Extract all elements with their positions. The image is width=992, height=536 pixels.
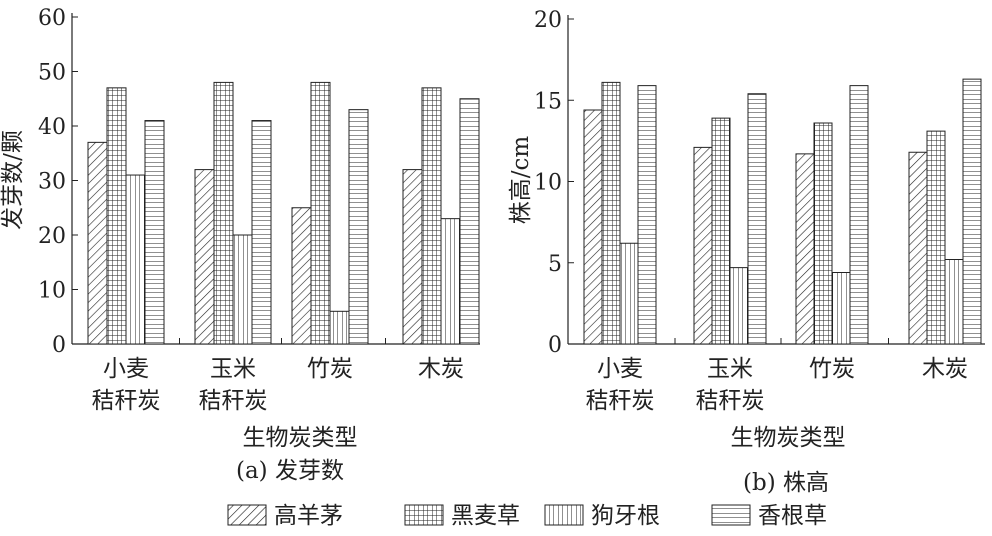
y-tick-label: 60 (38, 6, 66, 31)
bar-黑麦草 (711, 117, 731, 345)
y-tick-label: 50 (38, 61, 66, 86)
bar-黑麦草 (310, 81, 331, 345)
bar-高羊茅 (795, 153, 815, 345)
y-tick-label: 5 (548, 252, 562, 277)
bar-香根草 (251, 120, 272, 345)
bar-香根草 (459, 98, 480, 345)
bar-高羊茅 (291, 207, 312, 345)
y-tick-label: 40 (38, 115, 66, 140)
x-tick-label: 竹炭 (809, 356, 855, 382)
x-tick-label: 秸秆炭 (92, 388, 161, 414)
legend-swatch (404, 504, 444, 526)
x-tick-label: 秸秆炭 (586, 388, 655, 414)
legend-label: 香根草 (758, 503, 827, 529)
bar-黑麦草 (926, 130, 946, 345)
y-tick-label: 10 (534, 171, 562, 196)
bar-黑麦草 (421, 87, 442, 345)
legend-label: 狗牙根 (591, 503, 660, 529)
bar-狗牙根 (232, 234, 253, 345)
bar-高羊茅 (402, 169, 423, 345)
y-axis-label: 发芽数/颗 (0, 130, 26, 230)
bar-狗牙根 (944, 259, 964, 345)
x-tick-label: 小麦 (597, 356, 643, 382)
bar-狗牙根 (729, 267, 749, 345)
bar-狗牙根 (329, 310, 350, 345)
y-tick-label: 15 (534, 89, 562, 114)
bar-香根草 (144, 120, 165, 345)
x-axis-label: 生物炭类型 (731, 425, 846, 451)
bar-黑麦草 (106, 87, 127, 345)
x-tick-label: 秸秆炭 (199, 388, 268, 414)
bar-高羊茅 (693, 146, 713, 345)
bar-狗牙根 (125, 174, 146, 345)
chart-title: (a) 发芽数 (236, 458, 344, 484)
bar-黑麦草 (601, 81, 621, 345)
y-tick-label: 20 (38, 224, 66, 249)
y-axis-label: 株高/cm (508, 136, 534, 225)
x-tick-label: 秸秆炭 (696, 388, 765, 414)
legend-label: 高羊茅 (274, 503, 343, 529)
x-tick-label: 玉米 (707, 356, 753, 382)
legend-label: 黑麦草 (451, 503, 520, 529)
y-tick-label: 20 (534, 8, 562, 33)
bar-香根草 (849, 85, 869, 345)
y-tick-label: 10 (38, 279, 66, 304)
bar-高羊茅 (87, 141, 108, 345)
x-axis-label: 生物炭类型 (243, 425, 358, 451)
bar-香根草 (747, 93, 767, 345)
legend-swatch (227, 504, 267, 526)
bar-高羊茅 (583, 109, 603, 345)
legend-swatch (544, 504, 584, 526)
x-tick-label: 玉米 (210, 356, 256, 382)
bar-狗牙根 (619, 242, 639, 345)
bar-黑麦草 (213, 81, 234, 345)
chart-title: (b) 株高 (743, 470, 829, 496)
legend-swatch (711, 504, 751, 526)
bar-高羊茅 (908, 151, 928, 345)
y-tick-label: 30 (38, 170, 66, 195)
x-tick-label: 小麦 (103, 356, 149, 382)
bar-狗牙根 (831, 272, 851, 345)
bar-香根草 (348, 109, 369, 345)
x-tick-label: 木炭 (418, 356, 464, 382)
y-tick-label: 0 (52, 333, 66, 358)
x-tick-label: 木炭 (922, 356, 968, 382)
bar-黑麦草 (813, 122, 833, 345)
y-tick-label: 0 (548, 333, 562, 358)
bar-香根草 (962, 78, 982, 345)
bar-香根草 (637, 85, 657, 345)
x-tick-label: 竹炭 (307, 356, 353, 382)
bar-高羊茅 (194, 169, 215, 345)
bar-狗牙根 (440, 218, 461, 345)
